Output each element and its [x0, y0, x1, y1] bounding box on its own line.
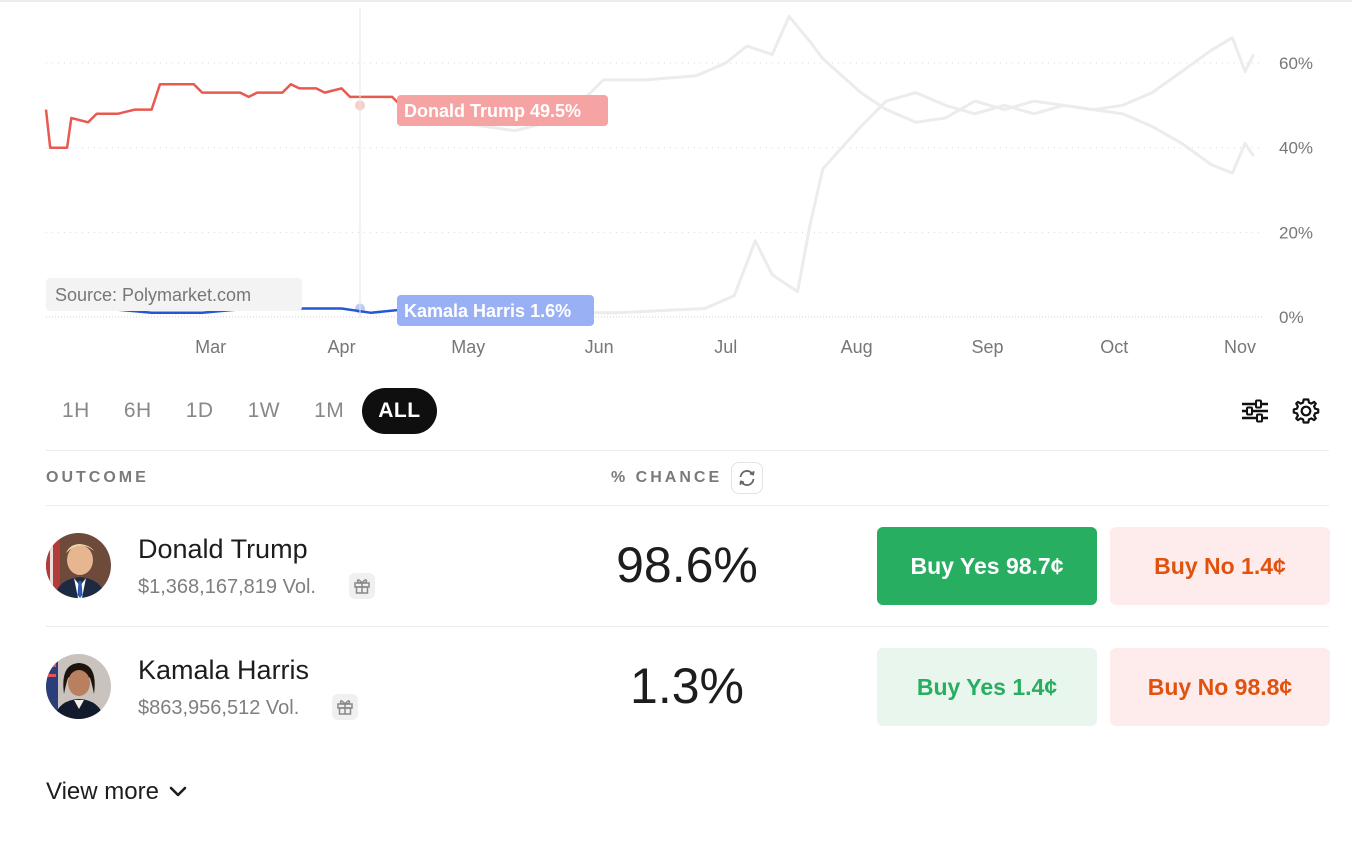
- divider: [46, 450, 1329, 451]
- source-label: Source: Polymarket.com: [46, 278, 302, 311]
- divider: [46, 505, 1329, 506]
- x-tick-label: Sep: [972, 337, 1004, 357]
- series-faded-line: [412, 14, 1255, 133]
- source-background: [46, 278, 302, 311]
- avatar-trump: [46, 533, 111, 598]
- divider: [46, 626, 1329, 627]
- outcome-chance: 1.3%: [630, 658, 744, 714]
- label-text: Kamala Harris 1.6%: [404, 301, 571, 321]
- gear-icon[interactable]: [1291, 396, 1321, 426]
- view-more-label: View more: [46, 778, 159, 805]
- refresh-button[interactable]: [731, 462, 763, 494]
- series-value-label: Donald Trump 49.5%: [397, 95, 608, 126]
- outcome-column-header: OUTCOME: [46, 469, 149, 486]
- outcome-volume: $1,368,167,819 Vol.: [138, 576, 316, 598]
- buy-no-button[interactable]: Buy No 98.8¢: [1110, 648, 1330, 726]
- x-tick-label: Jul: [714, 337, 737, 357]
- buy-yes-button[interactable]: Buy Yes 98.7¢: [877, 527, 1097, 605]
- label-background: [397, 95, 608, 126]
- label-background: [397, 295, 594, 326]
- range-1h-button[interactable]: 1H: [62, 399, 90, 422]
- x-tick-label: Apr: [328, 337, 356, 357]
- range-6h-button[interactable]: 6H: [123, 399, 152, 422]
- x-tick-label: Oct: [1100, 337, 1128, 357]
- gift-icon[interactable]: [349, 573, 375, 599]
- x-tick-label: May: [451, 337, 485, 357]
- range-1m-button[interactable]: 1M: [314, 399, 345, 422]
- y-tick-label: 20%: [1279, 223, 1313, 242]
- outcome-name[interactable]: Donald Trump: [138, 534, 308, 564]
- gift-icon[interactable]: [332, 694, 358, 720]
- y-tick-label: 40%: [1279, 139, 1313, 158]
- series-faded-line: [413, 91, 1255, 315]
- series-value-label: Kamala Harris 1.6%: [397, 295, 594, 326]
- outcome-row-trump[interactable]: Donald Trump $1,368,167,819 Vol. 98.6% B…: [46, 506, 1330, 626]
- y-tick-label: 60%: [1279, 54, 1313, 73]
- chevron-down-icon: [159, 786, 187, 798]
- range-all-button[interactable]: ALL: [362, 388, 437, 434]
- label-text: Donald Trump 49.5%: [404, 101, 581, 121]
- x-tick-label: Mar: [195, 337, 226, 357]
- outcome-volume: $863,956,512 Vol.: [138, 697, 300, 719]
- outcome-row-harris[interactable]: Kamala Harris $863,956,512 Vol. 1.3% Buy…: [46, 627, 1330, 747]
- series-line: [44, 82, 414, 149]
- buy-no-button[interactable]: Buy No 1.4¢: [1110, 527, 1330, 605]
- chance-column-header: % CHANCE: [611, 469, 723, 486]
- avatar-harris: [46, 654, 111, 719]
- price-history-chart[interactable]: Donald Trump 49.5% Kamala Harris 1.6% Sour…: [0, 0, 1352, 370]
- range-1d-button[interactable]: 1D: [185, 399, 214, 422]
- x-tick-label: Aug: [841, 337, 873, 357]
- x-tick-label: Nov: [1224, 337, 1256, 357]
- buy-yes-button[interactable]: Buy Yes 1.4¢: [877, 648, 1097, 726]
- time-range-selector: 1H 6H 1D 1W 1M ALL: [46, 388, 439, 434]
- outcome-name[interactable]: Kamala Harris: [138, 655, 310, 685]
- outcome-chance: 98.6%: [616, 537, 758, 593]
- refresh-icon: [737, 468, 757, 488]
- x-tick-label: Jun: [585, 337, 614, 357]
- sliders-icon[interactable]: [1240, 396, 1270, 426]
- range-1w-button[interactable]: 1W: [247, 399, 281, 422]
- y-tick-label: 0%: [1279, 308, 1304, 327]
- source-text: Source: Polymarket.com: [55, 285, 251, 305]
- top-rule: [0, 0, 1352, 2]
- view-more-button[interactable]: View more: [46, 778, 187, 806]
